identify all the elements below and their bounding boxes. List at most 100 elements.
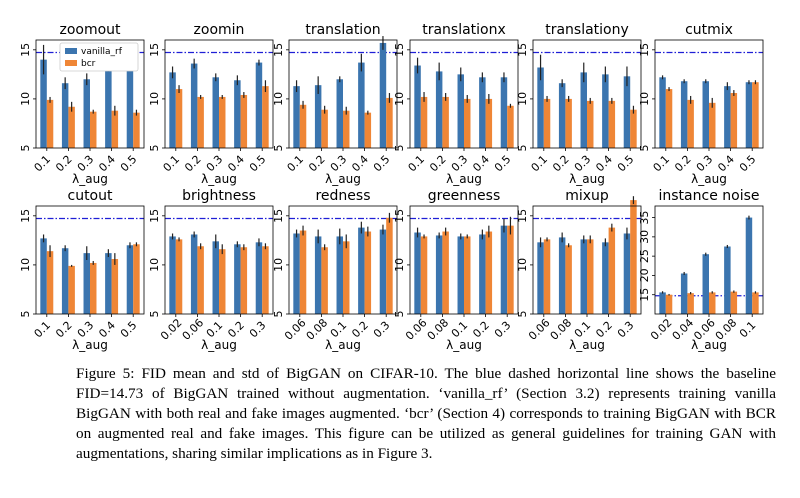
- bar-vanilla_rf: [40, 238, 47, 314]
- bar-vanilla_rf: [105, 65, 112, 148]
- x-tick-label: 0.06: [403, 316, 430, 343]
- x-tick-label: 0.1: [406, 153, 428, 175]
- y-tick-label: 5: [148, 145, 161, 152]
- y-tick-label: 15: [272, 209, 285, 223]
- y-tick-label: 20: [638, 268, 651, 282]
- bar-bcr: [420, 236, 428, 314]
- legend-swatch-bcr: [65, 60, 77, 66]
- y-tick-label: 35: [638, 211, 651, 225]
- bar-bcr: [464, 236, 471, 314]
- bar-bcr: [111, 259, 119, 314]
- y-tick-label: 10: [19, 92, 32, 106]
- x-tick-label: 0.02: [158, 316, 185, 343]
- bar-vanilla_rf: [702, 254, 709, 314]
- y-tick-label: 5: [638, 145, 651, 152]
- y-tick-label: 10: [516, 92, 529, 106]
- x-tick-label: 0.5: [615, 153, 637, 175]
- bar-bcr: [321, 247, 328, 314]
- y-tick-label: 25: [638, 249, 651, 263]
- bar-bcr: [90, 262, 97, 314]
- bar-bcr: [343, 110, 350, 148]
- y-tick-label: 10: [516, 258, 529, 272]
- y-tick-label: 15: [638, 43, 651, 57]
- x-axis-label: λ_aug: [201, 338, 237, 352]
- bar-vanilla_rf: [379, 229, 387, 314]
- x-axis-label: λ_aug: [691, 172, 727, 186]
- x-tick-label: 0.1: [161, 153, 183, 175]
- bar-bcr: [299, 230, 307, 314]
- bar-bcr: [133, 112, 140, 148]
- bar-vanilla_rf: [358, 62, 365, 148]
- bar-bcr: [240, 94, 248, 148]
- x-tick-label: 0.3: [615, 319, 637, 341]
- bar-vanilla_rf: [479, 77, 486, 148]
- x-axis-label: λ_aug: [201, 172, 237, 186]
- x-tick-label: 0.3: [371, 319, 393, 341]
- bar-bcr: [111, 110, 119, 148]
- bar-bcr: [442, 96, 449, 148]
- bar-vanilla_rf: [435, 71, 443, 148]
- subplot-title: mixup: [565, 188, 609, 204]
- y-tick-label: 10: [148, 258, 161, 272]
- bar-bcr: [90, 111, 97, 148]
- bar-bcr: [709, 292, 716, 314]
- bar-bcr: [752, 82, 759, 148]
- x-tick-label: 0.5: [247, 153, 269, 175]
- y-tick-label: 15: [19, 209, 32, 223]
- x-axis-label: λ_aug: [446, 338, 482, 352]
- bar-bcr: [565, 98, 572, 148]
- bar-vanilla_rf: [435, 235, 443, 314]
- bar-bcr: [133, 244, 140, 314]
- bar-bcr: [543, 98, 551, 148]
- x-axis-label: λ_aug: [446, 172, 482, 186]
- subplot-title: greenness: [428, 188, 501, 204]
- bar-vanilla_rf: [314, 85, 322, 148]
- bar-bcr: [386, 217, 393, 314]
- bar-bcr: [464, 98, 471, 148]
- bar-vanilla_rf: [358, 227, 365, 314]
- bar-vanilla_rf: [623, 76, 631, 148]
- subplot-title: instance noise: [659, 188, 760, 204]
- bar-bcr: [197, 246, 204, 314]
- x-tick-label: 0.02: [648, 316, 675, 343]
- y-tick-label: 15: [638, 288, 651, 302]
- subplot-title: redness: [315, 188, 370, 204]
- bar-bcr: [507, 105, 514, 148]
- y-tick-label: 5: [148, 311, 161, 318]
- bar-bcr: [46, 99, 54, 148]
- y-tick-label: 10: [272, 258, 285, 272]
- x-tick-label: 0.06: [526, 316, 553, 343]
- bar-vanilla_rf: [457, 236, 464, 314]
- bar-vanilla_rf: [83, 253, 90, 314]
- bar-vanilla_rf: [169, 72, 176, 148]
- bar-bcr: [68, 106, 75, 148]
- x-axis-label: λ_aug: [325, 338, 361, 352]
- bar-vanilla_rf: [293, 233, 300, 314]
- bar-vanilla_rf: [190, 63, 198, 148]
- subplot-title: translationx: [422, 22, 506, 38]
- bar-bcr: [507, 225, 514, 314]
- bar-vanilla_rf: [336, 236, 343, 314]
- bar-bcr: [442, 231, 449, 314]
- bar-vanilla_rf: [537, 242, 544, 314]
- bar-bcr: [630, 200, 637, 314]
- bar-vanilla_rf: [234, 80, 241, 148]
- bar-vanilla_rf: [580, 239, 587, 314]
- bar-bcr: [730, 93, 738, 148]
- bar-bcr: [665, 89, 673, 148]
- bar-vanilla_rf: [414, 232, 421, 314]
- bar-vanilla_rf: [212, 241, 219, 314]
- bar-vanilla_rf: [724, 246, 731, 314]
- x-tick-label: 0.1: [32, 319, 54, 341]
- y-tick-label: 10: [393, 258, 406, 272]
- bar-bcr: [175, 89, 183, 148]
- bar-vanilla_rf: [500, 225, 508, 314]
- bar-vanilla_rf: [680, 81, 688, 148]
